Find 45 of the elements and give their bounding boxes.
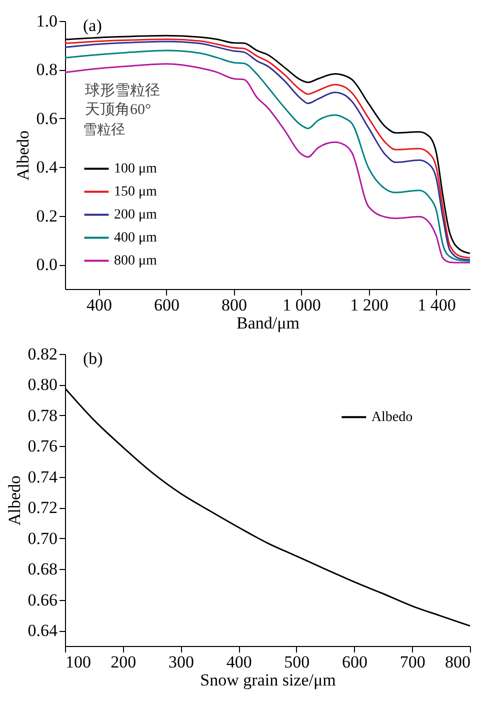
y-tick-label: 0.8	[36, 60, 58, 80]
y-tick-label: 1.0	[36, 12, 58, 30]
y-tick-label: 0.2	[36, 206, 58, 226]
x-axis-title: Band/μm	[236, 314, 300, 332]
legend-label: 400 μm	[114, 230, 158, 246]
legend-label: 100 μm	[114, 162, 158, 177]
x-tick-label: 600	[154, 296, 180, 314]
x-tick-label: 200	[110, 652, 136, 672]
y-tick-label: 0.6	[36, 108, 58, 128]
y-tick-label: 0.64	[28, 621, 58, 640]
x-axis-title: Snow grain size/μm	[200, 670, 336, 690]
legend-title: 雪粒径	[83, 122, 125, 138]
y-tick-label: 0.4	[36, 158, 58, 177]
y-axis-title: Albedo	[4, 475, 24, 526]
y-tick-label: 0.0	[36, 255, 58, 274]
x-tick-label: 500	[284, 652, 310, 672]
y-tick-label: 0.68	[28, 560, 58, 579]
y-tick-label: 0.72	[28, 498, 58, 518]
x-tick-label: 600	[342, 652, 368, 672]
y-tick-label: 0.78	[28, 406, 58, 425]
y-tick-label: 0.82	[28, 344, 58, 364]
y-tick-label: 0.76	[28, 436, 58, 456]
annotation: 球形雪粒径	[85, 82, 160, 100]
y-tick-label: 0.66	[28, 590, 58, 610]
x-tick-label: 100	[66, 652, 91, 672]
legend-label: 200 μm	[114, 208, 158, 223]
x-tick-label: 400	[86, 296, 112, 314]
x-tick-label: 700	[400, 652, 426, 672]
x-tick-label: 800	[222, 296, 247, 314]
legend-label: 150 μm	[114, 184, 158, 200]
legend-label: Albedo	[371, 410, 413, 426]
y-tick-label: 0.70	[28, 528, 58, 548]
y-tick-label: 0.80	[28, 375, 58, 394]
x-tick-label: 800	[445, 652, 470, 672]
legend-label: 800 μm	[114, 254, 158, 269]
x-tick-label: 300	[168, 652, 194, 672]
annotation: (b)	[83, 349, 103, 368]
annotation: (a)	[83, 16, 102, 35]
y-axis-title: Albedo	[13, 130, 32, 181]
x-tick-label: 1 400	[418, 296, 456, 314]
annotation: 天顶角60°	[85, 101, 151, 118]
y-tick-label: 0.74	[28, 467, 58, 486]
x-tick-label: 400	[226, 652, 252, 672]
x-tick-label: 1 200	[350, 296, 388, 314]
x-tick-label: 1 000	[282, 296, 321, 314]
